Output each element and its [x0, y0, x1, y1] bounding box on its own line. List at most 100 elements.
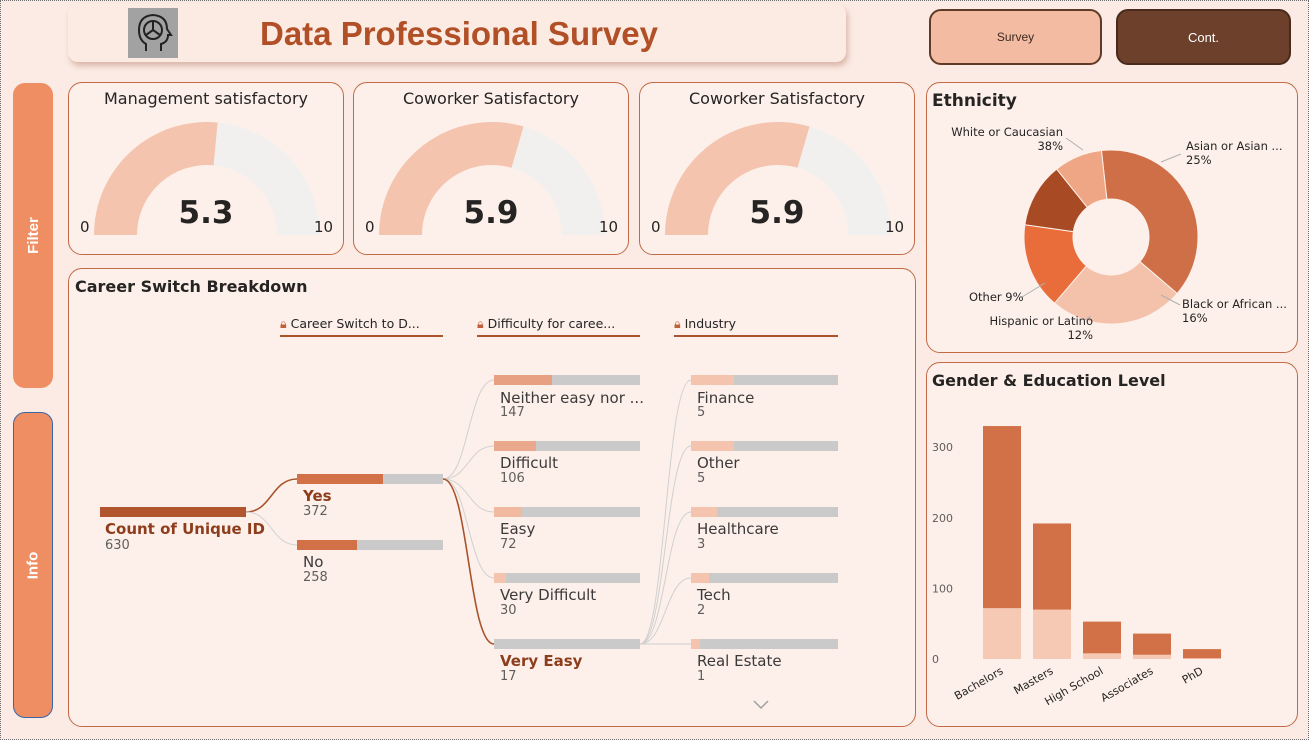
- leader-line: [1021, 282, 1046, 298]
- switch-label-no: No: [303, 553, 324, 571]
- filter-button[interactable]: Filter: [13, 83, 53, 388]
- industry-bar[interactable]: [691, 639, 838, 649]
- y-tick-label: 0: [932, 653, 939, 666]
- tree-link: [245, 478, 298, 513]
- x-tick-label: Associates: [1098, 664, 1155, 705]
- career-switch-card: Career Switch Breakdown 🔒︎ Career Switch…: [68, 268, 916, 727]
- bar-segment: [1033, 609, 1071, 659]
- root-value: 630: [105, 538, 130, 553]
- chevron-down-icon[interactable]: [752, 697, 770, 711]
- gauge-title: Coworker Satisfactory: [689, 89, 865, 108]
- mind-gear-icon: [128, 8, 178, 58]
- leader-line: [1065, 137, 1084, 151]
- bar-segment: [1133, 633, 1171, 655]
- donut-label-hispanic: Hispanic or Latino 12%: [983, 314, 1093, 342]
- bar-segment: [983, 608, 1021, 659]
- tree-link: [245, 511, 298, 546]
- gauge-arc: [665, 121, 891, 235]
- bar-fill: [691, 507, 718, 517]
- gauge-track: [213, 122, 320, 235]
- difficulty-label: Very Easy: [500, 652, 583, 670]
- gauge-title: Coworker Satisfactory: [403, 89, 579, 108]
- gauge-coworker-1: Coworker Satisfactory 5.9 0 10: [353, 82, 629, 255]
- tree-header-career-switch[interactable]: 🔒︎ Career Switch to D...: [280, 316, 443, 337]
- chart-title: Gender & Education Level: [932, 371, 1166, 390]
- industry-bar[interactable]: [691, 507, 838, 517]
- tree-link: [639, 445, 692, 645]
- tree-connectors: [245, 379, 692, 645]
- bar-fill: [691, 639, 700, 649]
- industry-label: Tech: [697, 586, 731, 604]
- info-button[interactable]: Info: [13, 412, 53, 718]
- slice-name: Asian or Asian ...: [1186, 139, 1283, 153]
- ethnicity-donut[interactable]: [927, 83, 1299, 354]
- industry-value: 2: [697, 603, 706, 618]
- industry-value: 3: [697, 537, 706, 552]
- switch-bar-yes[interactable]: [297, 474, 443, 484]
- donut-slice: [1055, 149, 1108, 209]
- bar-segment: [1133, 654, 1171, 659]
- industry-bar[interactable]: [691, 573, 838, 583]
- title-banner: Data Professional Survey: [68, 4, 846, 62]
- industry-bar[interactable]: [691, 375, 838, 385]
- difficulty-label: Easy: [500, 520, 536, 538]
- bar-segment: [1183, 658, 1221, 659]
- x-tick-label: PhD: [1180, 664, 1206, 686]
- gauge-fill: [379, 121, 524, 235]
- y-tick-label: 300: [932, 441, 953, 454]
- tree-header-industry[interactable]: 🔒︎ Industry: [674, 316, 838, 337]
- gauge-max: 10: [599, 218, 619, 236]
- slice-pct: 12%: [1067, 328, 1093, 342]
- y-tick-label: 200: [932, 512, 953, 525]
- difficulty-value: 17: [500, 669, 517, 684]
- donut-slice: [1100, 149, 1199, 295]
- gauge-title: Management satisfactory: [103, 89, 309, 108]
- industry-bar[interactable]: [691, 441, 838, 451]
- switch-bar-no[interactable]: [297, 540, 443, 550]
- slice-name: Hispanic or Latino: [989, 314, 1093, 328]
- industry-value: 1: [697, 669, 706, 684]
- bar-segment: [1183, 649, 1221, 659]
- donut-label-black: Black or African ... 16%: [1182, 297, 1287, 325]
- difficulty-value: 30: [500, 603, 517, 618]
- industry-value: 5: [697, 471, 706, 486]
- difficulty-bar[interactable]: [494, 573, 640, 583]
- survey-button[interactable]: Survey: [929, 9, 1102, 65]
- tree-header-label: Industry: [684, 316, 737, 331]
- bar-fill: [494, 573, 506, 583]
- y-tick-label: 100: [932, 582, 953, 595]
- info-label: Info: [24, 551, 42, 579]
- difficulty-bar[interactable]: [494, 441, 640, 451]
- gauge-value: 5.3: [178, 195, 234, 231]
- bar-fill: [494, 375, 553, 385]
- slice-pct: 16%: [1182, 311, 1208, 325]
- gender-education-card: Gender & Education Level 300 200 100 0 Bache…: [926, 362, 1298, 727]
- root-bar[interactable]: [100, 507, 246, 517]
- bar-fill: [494, 507, 522, 517]
- bar-segment: [983, 426, 1021, 609]
- industry-label: Healthcare: [697, 520, 779, 538]
- gauge-min: 0: [80, 218, 90, 236]
- bar-fill: [297, 474, 384, 484]
- gauge-management: Management satisfactory 5.3 0 10: [68, 82, 344, 255]
- bar-fill: [691, 375, 734, 385]
- gauge-arc: [379, 121, 605, 235]
- slice-name: Black or African ...: [1182, 297, 1287, 311]
- lock-icon: 🔒︎: [280, 316, 291, 331]
- difficulty-label: Very Difficult: [500, 586, 597, 604]
- tree-header-difficulty[interactable]: 🔒︎ Difficulty for caree...: [477, 316, 640, 337]
- difficulty-bar[interactable]: [494, 375, 640, 385]
- difficulty-label: Difficult: [500, 454, 559, 472]
- difficulty-bar[interactable]: [494, 639, 640, 649]
- tree-link: [442, 445, 495, 480]
- tree-link: [442, 379, 495, 480]
- x-tick-label: Bachelors: [952, 664, 1006, 702]
- gauge-value: 5.9: [749, 195, 805, 231]
- donut-label-other: Other 9%: [969, 290, 1024, 304]
- bar-segment: [1083, 653, 1121, 659]
- difficulty-bar[interactable]: [494, 507, 640, 517]
- gauge-max: 10: [885, 218, 905, 236]
- cont-button[interactable]: Cont.: [1116, 9, 1291, 65]
- difficulty-value: 106: [500, 471, 525, 486]
